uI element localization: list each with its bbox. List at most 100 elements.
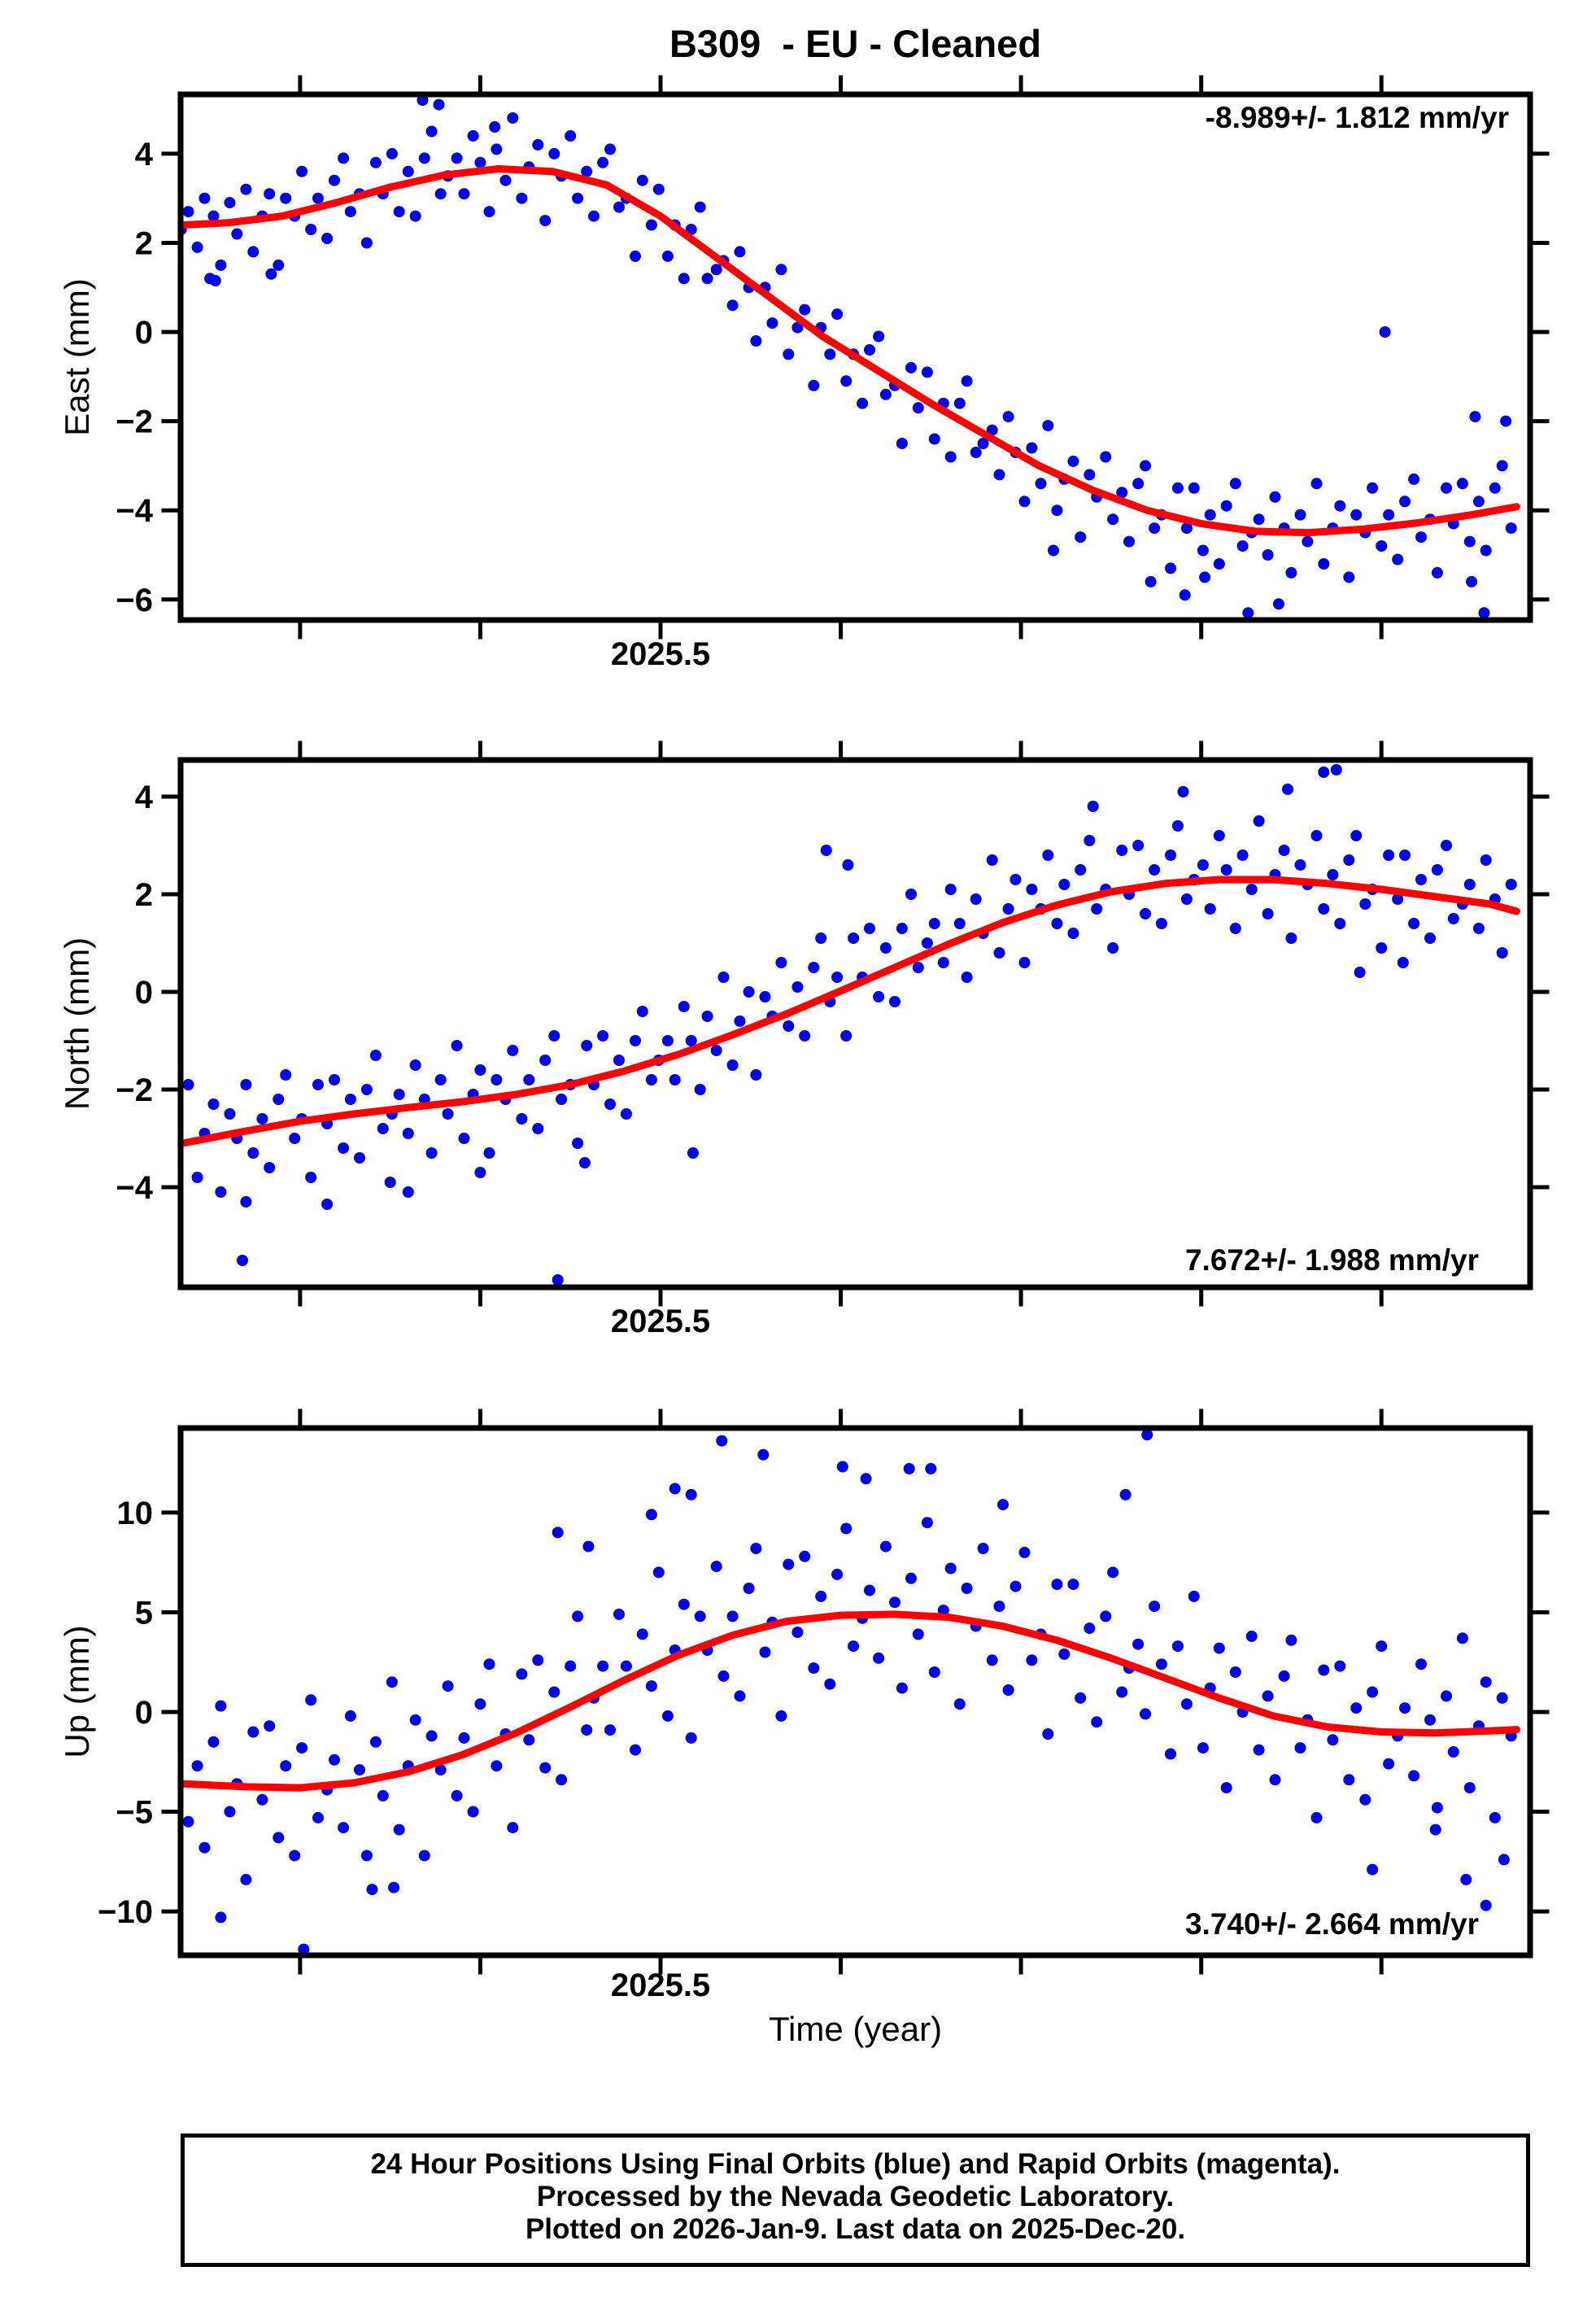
scatter-point <box>491 1074 503 1085</box>
scatter-point <box>685 1732 697 1744</box>
scatter-point <box>1058 1648 1071 1660</box>
scatter-point <box>354 1152 365 1164</box>
scatter-point <box>1204 509 1216 521</box>
scatter-point <box>1480 854 1492 866</box>
scatter-point <box>678 1598 690 1610</box>
y-tick-label: −10 <box>98 1894 153 1930</box>
scatter-point <box>1334 918 1346 929</box>
scatter-point <box>305 1172 317 1183</box>
scatter-point <box>409 210 421 222</box>
scatter-point <box>944 1562 957 1574</box>
scatter-point <box>1460 1873 1472 1885</box>
scatter-point <box>986 1654 998 1666</box>
scatter-point <box>1100 1610 1112 1622</box>
scatter-point <box>458 188 470 200</box>
scatter-point <box>766 317 778 330</box>
scatter-point <box>491 143 503 155</box>
scatter-point <box>198 192 211 204</box>
scatter-point <box>581 1040 593 1051</box>
scatter-point <box>1441 1690 1452 1702</box>
scatter-point <box>937 1605 949 1616</box>
y-axis-label-up: Up (mm) <box>58 1625 96 1758</box>
scatter-point <box>409 1714 421 1726</box>
scatter-point <box>831 972 844 983</box>
scatter-point <box>344 1094 356 1105</box>
y-tick-label: −2 <box>116 1072 153 1108</box>
scatter-point <box>597 1030 609 1042</box>
scatter-point <box>1359 898 1371 910</box>
scatter-point <box>896 1682 908 1694</box>
scatter-point <box>842 859 854 871</box>
scatter-point <box>1383 509 1395 521</box>
scatter-point <box>717 1670 730 1682</box>
scatter-point <box>256 1793 268 1806</box>
scatter-point <box>1165 1748 1176 1760</box>
scatter-point <box>750 335 762 347</box>
scatter-point <box>734 1015 746 1027</box>
scatter-point <box>734 246 746 258</box>
scatter-point <box>1084 469 1096 481</box>
scatter-point <box>483 1658 495 1671</box>
scatter-point <box>499 174 512 186</box>
scatter-point <box>1220 500 1232 512</box>
scatter-point <box>687 1147 699 1159</box>
scatter-point <box>1179 589 1191 601</box>
scatter-point <box>516 1113 528 1125</box>
scatter-point <box>1116 487 1128 499</box>
scatter-point <box>1132 1638 1145 1650</box>
scatter-point <box>523 1734 535 1746</box>
y-tick-label: −4 <box>116 493 153 529</box>
scatter-point <box>572 1138 584 1149</box>
trend-line <box>181 876 1520 1147</box>
scatter-point <box>620 1660 632 1672</box>
scatter-point <box>507 112 519 124</box>
scatter-point <box>1067 455 1079 467</box>
scatter-point <box>1480 1899 1492 1911</box>
scatter-point <box>783 1020 795 1032</box>
scatter-point <box>1140 1708 1151 1720</box>
scatter-point <box>791 981 804 993</box>
y-tick-label: 2 <box>135 877 153 913</box>
scatter-point <box>873 1652 885 1664</box>
scatter-point <box>808 379 820 391</box>
scatter-point <box>791 321 804 334</box>
scatter-point <box>1119 1488 1132 1500</box>
scatter-point <box>1302 535 1314 548</box>
scatter-point <box>879 942 892 954</box>
scatter-point <box>1067 1579 1079 1591</box>
scatter-point <box>247 1726 259 1738</box>
scatter-point <box>645 1074 657 1085</box>
scatter-point <box>433 98 445 111</box>
scatter-point <box>820 845 832 856</box>
scatter-point <box>483 206 495 218</box>
scatter-point <box>840 1030 853 1042</box>
scatter-point <box>977 438 989 449</box>
scatter-point <box>1132 840 1145 851</box>
scatter-point <box>661 1035 674 1046</box>
scatter-point <box>1376 540 1388 552</box>
scatter-point <box>237 1255 248 1266</box>
scatter-point <box>831 308 844 321</box>
scatter-point <box>280 1760 292 1772</box>
scatter-point <box>1415 1658 1427 1671</box>
scatter-point <box>1075 1692 1087 1704</box>
scatter-point <box>369 156 382 168</box>
scatter-point <box>1199 571 1211 583</box>
scatter-point <box>182 1815 194 1828</box>
y-tick-label: −6 <box>116 583 153 618</box>
scatter-point <box>1245 884 1258 895</box>
scatter-point <box>799 1030 811 1042</box>
scatter-point <box>273 1094 285 1105</box>
scatter-point <box>860 1473 872 1485</box>
scatter-point <box>775 957 787 968</box>
scatter-point <box>1480 1676 1492 1688</box>
scatter-point <box>539 1762 552 1774</box>
scatter-point <box>1466 575 1477 587</box>
scatter-point <box>1269 1774 1281 1786</box>
plot-frame <box>177 1425 1533 1959</box>
scatter-point <box>701 1011 713 1022</box>
scatter-point <box>970 893 982 905</box>
scatter-point <box>215 259 227 271</box>
scatter-point <box>685 1035 697 1046</box>
scatter-point <box>516 192 528 204</box>
